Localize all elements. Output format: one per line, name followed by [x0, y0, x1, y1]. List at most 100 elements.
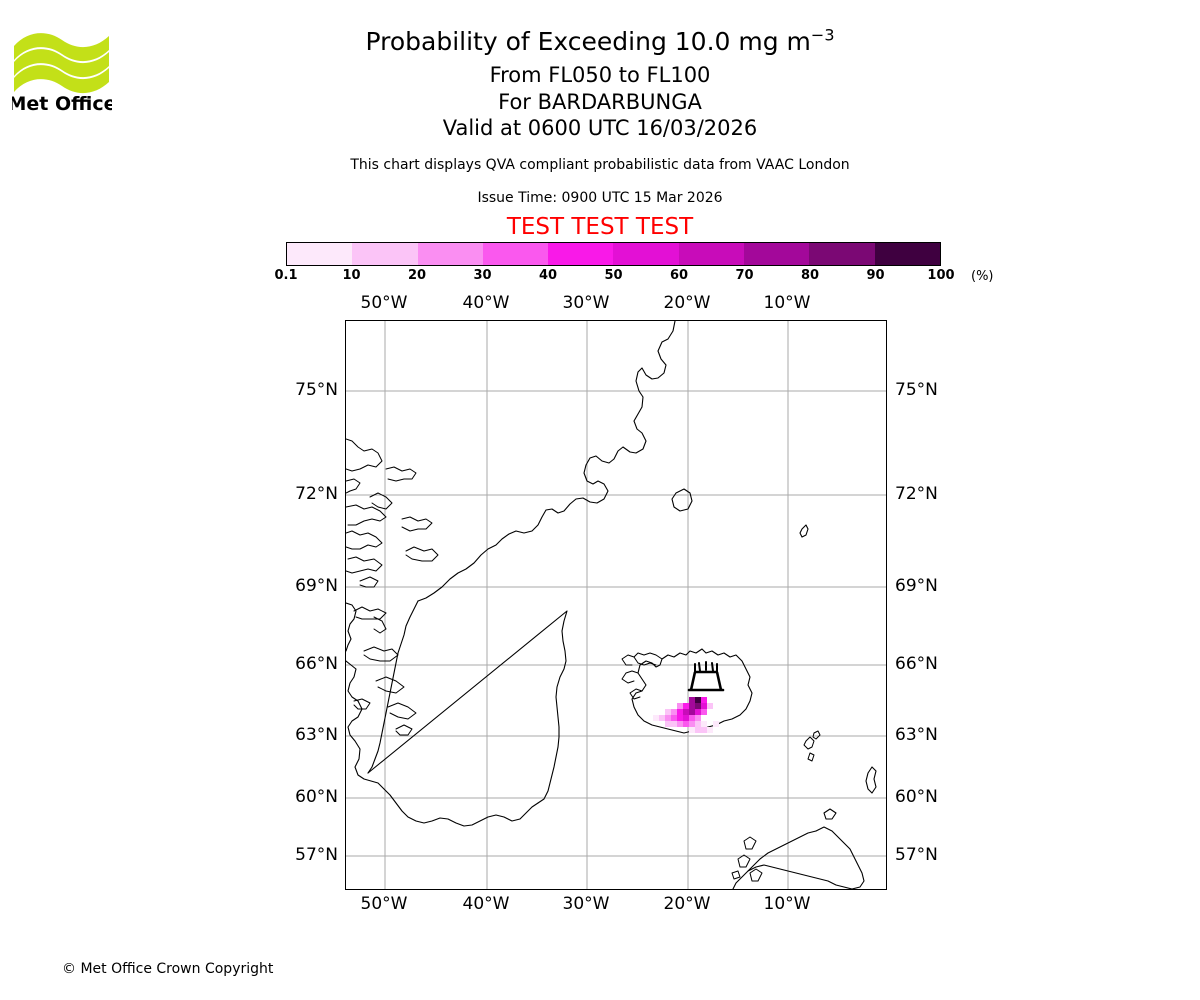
colorbar-band-0 — [287, 243, 353, 265]
copyright-notice: © Met Office Crown Copyright — [62, 961, 274, 977]
colorbar-band-2 — [417, 243, 483, 265]
colorbar-band-8 — [809, 243, 875, 265]
lat-tick-left-72°N: 72°N — [295, 484, 338, 504]
coastline-small-island-north — [671, 488, 693, 512]
colorbar-tick-80: 80 — [800, 268, 820, 283]
colorbar-tick-10: 10 — [342, 268, 361, 283]
ash-probability-cells — [653, 697, 719, 733]
lat-tick-left-66°N: 66°N — [295, 654, 338, 674]
lon-tick-bottom-40°W: 40°W — [462, 894, 510, 914]
colorbar-band-9 — [874, 243, 940, 265]
coastline-faroe-islands — [803, 730, 821, 762]
flight-level-subtitle: From FL050 to FL100 — [489, 63, 711, 87]
lon-tick-top-10°W: 10°W — [763, 293, 811, 313]
issue-time-label: Issue Time: 0900 UTC 15 Mar 2026 — [477, 190, 723, 206]
volcano-marker — [687, 661, 725, 692]
ash-cell-4 — [683, 703, 689, 709]
colorbar-tick-20: 20 — [407, 268, 427, 283]
ash-cell-17 — [659, 715, 665, 721]
colorbar-unit-label: (%) — [971, 269, 994, 284]
lat-tick-left-75°N: 75°N — [295, 380, 338, 400]
ash-cell-11 — [677, 709, 683, 715]
lon-tick-top-20°W: 20°W — [663, 293, 711, 313]
colorbar-tick-30: 30 — [473, 268, 492, 283]
ash-cell-0 — [689, 697, 695, 703]
ash-cell-33 — [701, 727, 707, 733]
ash-cell-7 — [701, 703, 707, 709]
colorbar-gradient — [286, 242, 941, 266]
ash-cell-9 — [665, 709, 671, 715]
ash-cell-8 — [707, 703, 713, 709]
coastlines — [346, 321, 877, 889]
colorbar-tick-labels: 0.1 10 20 30 40 50 60 70 80 90 100 — [274, 268, 954, 286]
ash-cell-15 — [701, 709, 707, 715]
ash-cell-30 — [701, 721, 707, 727]
colorbar-tick-60: 60 — [669, 268, 689, 283]
met-office-wave-mark — [14, 33, 109, 94]
ash-cell-24 — [665, 721, 671, 727]
probability-colorbar — [286, 242, 941, 266]
colorbar-band-1 — [352, 243, 418, 265]
coastline-iceland-westfjords — [621, 652, 663, 700]
coastline-scotland — [732, 826, 865, 889]
coastline-jan-mayen — [799, 524, 809, 538]
coastline-scotland-west — [747, 830, 817, 872]
ash-cell-20 — [677, 715, 683, 721]
coastline-shetland — [865, 766, 877, 794]
map-gridlines — [346, 321, 886, 889]
ash-cell-22 — [689, 715, 695, 721]
lat-tick-right-75°N: 75°N — [895, 380, 938, 400]
coastline-ne-greenland — [417, 321, 676, 602]
colorbar-band-4 — [548, 243, 614, 265]
page-title-text: Probability of Exceeding 10.0 mg m — [365, 27, 811, 56]
ash-cell-1 — [695, 697, 701, 703]
coastline-iceland — [631, 648, 753, 734]
coastline-greenland-southern-tip — [346, 602, 539, 827]
ash-cell-18 — [665, 715, 671, 721]
lat-tick-left-63°N: 63°N — [295, 725, 338, 745]
ash-cell-10 — [671, 709, 677, 715]
colorbar-band-3 — [482, 243, 549, 265]
coastline-greenland-east-south — [367, 600, 419, 774]
lon-tick-bottom-50°W: 50°W — [360, 894, 408, 914]
colorbar-band-6 — [678, 243, 745, 265]
ash-cell-5 — [689, 703, 695, 709]
colorbar-tick-50: 50 — [604, 268, 623, 283]
colorbar-tick-70: 70 — [735, 268, 754, 283]
map-plot-area[interactable] — [345, 320, 887, 890]
qva-compliance-note: This chart displays QVA compliant probab… — [350, 157, 850, 173]
ash-cell-35 — [713, 721, 719, 727]
lon-tick-top-50°W: 50°W — [360, 293, 408, 313]
coastline-orkney — [823, 808, 837, 820]
ash-cell-29 — [695, 721, 701, 727]
ash-cell-12 — [683, 709, 689, 715]
lat-tick-left-69°N: 69°N — [295, 576, 338, 596]
ash-cell-25 — [671, 721, 677, 727]
met-office-logo-text: Met Office — [12, 93, 112, 114]
coastline-hebrides — [731, 836, 763, 882]
ash-cell-26 — [677, 721, 683, 727]
ash-cell-32 — [695, 727, 701, 733]
coastline-greenland-link — [367, 610, 568, 804]
colorbar-tick-90: 90 — [866, 268, 885, 283]
lat-tick-right-72°N: 72°N — [895, 484, 938, 504]
lat-tick-left-57°N: 57°N — [295, 845, 338, 865]
volcano-subtitle: For BARDARBUNGA — [498, 90, 702, 114]
met-office-logo: Met Office — [12, 24, 112, 114]
coastline-greenland-fjords — [346, 438, 439, 736]
ash-cell-34 — [707, 727, 713, 733]
colorbar-tick-40: 40 — [538, 268, 558, 283]
ash-cell-21 — [683, 715, 689, 721]
lon-tick-bottom-20°W: 20°W — [663, 894, 711, 914]
page-title-exponent: −3 — [810, 25, 835, 45]
lat-tick-left-60°N: 60°N — [295, 787, 338, 807]
valid-time-subtitle: Valid at 0600 UTC 16/03/2026 — [442, 116, 758, 140]
colorbar-band-7 — [744, 243, 810, 265]
ash-cell-2 — [701, 697, 707, 703]
ash-cell-31 — [689, 727, 695, 733]
lon-tick-top-30°W: 30°W — [562, 293, 610, 313]
lon-tick-top-40°W: 40°W — [462, 293, 510, 313]
page-title: Probability of Exceeding 10.0 mg m−3 — [0, 26, 1200, 58]
colorbar-tick-100: 100 — [927, 268, 955, 283]
ash-cell-13 — [689, 709, 695, 715]
